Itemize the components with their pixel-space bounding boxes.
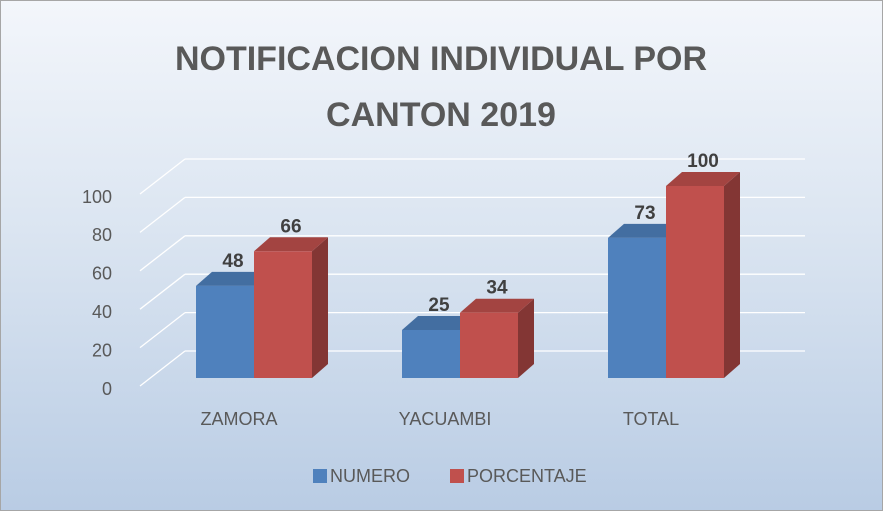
legend-swatch xyxy=(313,469,327,483)
value-label: 34 xyxy=(486,278,508,299)
y-tick-label: 60 xyxy=(92,264,112,284)
bar-top xyxy=(402,316,476,330)
value-label: 66 xyxy=(280,216,301,237)
bar-top xyxy=(196,271,270,286)
bar-top xyxy=(460,298,534,313)
bar xyxy=(402,330,460,378)
value-label: 100 xyxy=(687,151,719,172)
grid-line xyxy=(139,273,186,310)
bar xyxy=(254,251,312,378)
y-tick-label: 40 xyxy=(92,302,112,322)
value-label: 73 xyxy=(634,203,655,224)
legend-label: PORCENTAJE xyxy=(467,466,587,486)
y-tick-label: 0 xyxy=(102,379,112,399)
y-tick-label: 80 xyxy=(92,225,112,245)
bar-side xyxy=(518,298,534,378)
x-tick-label: ZAMORA xyxy=(200,409,277,429)
bar-side xyxy=(312,237,328,378)
bar-top xyxy=(608,223,682,238)
value-label: 25 xyxy=(428,295,450,316)
y-tick-label: 100 xyxy=(82,187,112,207)
bar-top xyxy=(254,237,328,252)
grid-line xyxy=(139,350,186,387)
legend-label: NUMERO xyxy=(330,466,410,486)
bar xyxy=(608,237,666,378)
bar xyxy=(460,312,518,378)
grid-line xyxy=(139,235,186,272)
x-tick-label: YACUAMBI xyxy=(399,409,492,429)
bar-side xyxy=(724,172,740,378)
chart-title: NOTIFICACION INDIVIDUAL POR CANTON 2019 xyxy=(174,40,708,134)
y-tick-label: 20 xyxy=(92,340,112,360)
grid-line xyxy=(139,196,186,233)
grid-line xyxy=(139,158,186,195)
value-label: 48 xyxy=(222,251,243,272)
grid-line xyxy=(139,312,186,349)
bar xyxy=(196,285,254,378)
bar-top xyxy=(666,172,740,186)
bar xyxy=(666,186,724,378)
x-tick-label: TOTAL xyxy=(623,409,679,429)
legend-swatch xyxy=(450,469,464,483)
